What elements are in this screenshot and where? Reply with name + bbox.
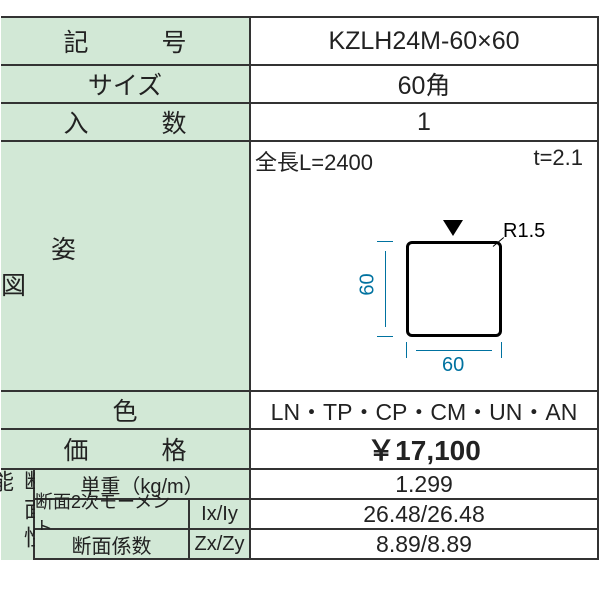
label-modulus: 断面係数 — [35, 530, 190, 558]
value-unit-weight: 1.299 — [251, 470, 599, 498]
label-section-group: 断面性能 — [1, 470, 35, 560]
profile-square — [406, 241, 502, 337]
value-moment: 26.48/26.48 — [251, 500, 599, 528]
dim-width-value: 60 — [442, 354, 464, 377]
radius-note: R1.5 — [503, 220, 545, 243]
spec-table: 記 号 KZLH24M-60×60 サイズ 60角 入 数 1 姿 図 全長L=… — [1, 16, 599, 566]
top-marker-icon — [443, 220, 463, 236]
figure-diagram: 全長L=2400 t=2.1 R1.5 60 60 — [251, 142, 599, 390]
dim-height: 60 — [377, 241, 393, 337]
value-qty: 1 — [251, 104, 599, 140]
tag-moment: Ix/Iy — [190, 500, 251, 528]
label-qty: 入 数 — [1, 104, 251, 140]
label-figure: 姿 図 — [1, 142, 251, 390]
label-moment: 断面2次モーメント — [35, 500, 190, 528]
label-color: 色 — [1, 392, 251, 428]
value-model: KZLH24M-60×60 — [251, 18, 599, 64]
label-price: 価 格 — [1, 430, 251, 468]
note-length: 全長L=2400 — [255, 145, 373, 177]
label-size: サイズ — [1, 66, 251, 102]
note-thickness: t=2.1 — [533, 145, 583, 171]
value-modulus: 8.89/8.89 — [251, 530, 599, 558]
value-size: 60角 — [251, 66, 599, 102]
value-color: LN・TP・CP・CM・UN・AN — [251, 392, 599, 428]
label-model: 記 号 — [1, 18, 251, 64]
dim-height-value: 60 — [357, 273, 380, 295]
tag-modulus: Zx/Zy — [190, 530, 251, 558]
value-price: ￥17,100 — [251, 430, 599, 468]
dim-width: 60 — [406, 342, 502, 358]
